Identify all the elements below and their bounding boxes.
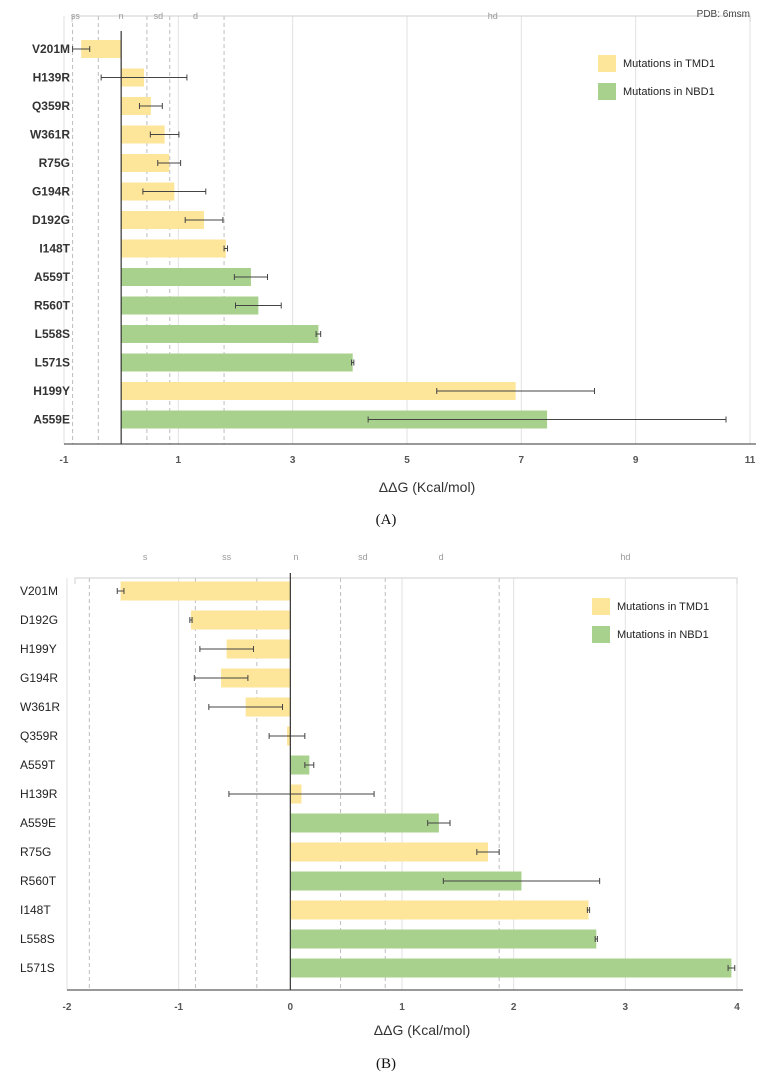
bar-label: A559T	[34, 270, 71, 284]
legend-swatch	[592, 598, 610, 615]
category-label: d	[193, 11, 198, 21]
bar-label: L558S	[20, 932, 55, 946]
bar-label: G194R	[32, 185, 70, 199]
bar-r75g	[290, 842, 488, 862]
bar-label: A559E	[20, 816, 56, 830]
bar-label: W361R	[30, 128, 70, 142]
bar-label: W361R	[20, 700, 60, 714]
bar-l571s	[121, 353, 353, 372]
bar-r75g	[121, 154, 170, 172]
x-tick-label: 3	[290, 455, 296, 466]
category-bracket	[71, 15, 751, 22]
x-tick-label: 2	[511, 1002, 517, 1013]
category-label: ss	[222, 552, 232, 562]
category-label: sd	[154, 11, 164, 21]
bar-a559t	[121, 268, 251, 286]
x-tick-label: -1	[174, 1002, 183, 1013]
x-axis-title: ΔΔG (Kcal/mol)	[374, 1022, 471, 1038]
bar-q359r	[121, 97, 151, 115]
bar-label: H199Y	[20, 642, 57, 656]
bar-r560t	[290, 871, 522, 891]
bar-label: L571S	[20, 961, 55, 975]
bar-label: Q359R	[32, 99, 70, 113]
bar-d192g	[190, 610, 291, 630]
bar-label: L558S	[35, 327, 70, 341]
bar-a559e	[121, 410, 548, 429]
x-axis-title: ΔΔG (Kcal/mol)	[379, 479, 476, 495]
x-tick-label: -2	[63, 1002, 72, 1013]
category-label: hd	[620, 552, 630, 562]
x-tick-label: 4	[734, 1002, 740, 1013]
bar-label: A559T	[20, 758, 56, 772]
legend-swatch	[592, 626, 610, 643]
legend-label: Mutations in TMD1	[623, 58, 715, 70]
category-label: d	[439, 552, 444, 562]
legend-swatch	[598, 55, 616, 72]
bar-l558s	[290, 929, 597, 949]
chart-panel-b: s ss n sd d hdV201MD192GH199YG194RW361RQ359RA…	[20, 552, 743, 1072]
category-bracket	[74, 577, 738, 584]
bar-label: H139R	[33, 71, 71, 85]
category-label: n	[119, 11, 124, 21]
chart-panel-a: ss n sd d hd V201M H139R Q359R W361R R75G G194R D19…	[30, 9, 756, 528]
bar-d192g	[121, 211, 205, 229]
bar-h199y	[226, 639, 291, 659]
bar-g194r	[221, 668, 291, 688]
category-label: s	[143, 552, 148, 562]
bar-label: H139R	[20, 787, 58, 801]
x-tick-label: -1	[60, 455, 69, 466]
bar-label: L571S	[35, 356, 70, 370]
x-tick-label: 11	[745, 455, 756, 466]
bar-l571s	[290, 958, 732, 978]
bar-a559e	[290, 813, 439, 833]
pdb-annotation: PDB: 6msm	[697, 9, 750, 20]
bar-i148t	[121, 239, 226, 258]
bar-label: D192G	[32, 213, 70, 227]
category-label: n	[293, 552, 298, 562]
x-tick-label: 5	[404, 455, 410, 466]
bar-label: R75G	[20, 845, 51, 859]
bar-label: I148T	[20, 903, 51, 917]
legend-swatch	[598, 83, 616, 100]
bar-label: I148T	[39, 242, 70, 256]
legend-label: Mutations in TMD1	[617, 601, 709, 613]
panel-label: (A)	[376, 512, 397, 528]
bar-a559t	[290, 755, 310, 775]
bar-label: R560T	[20, 874, 57, 888]
x-tick-label: 7	[519, 455, 525, 466]
bar-label: R75G	[39, 156, 70, 170]
category-label: hd	[488, 11, 498, 21]
bar-label: R560T	[34, 299, 71, 313]
bar-r560t	[121, 296, 259, 315]
bar-l558s	[121, 325, 319, 343]
bar-label: H199Y	[33, 384, 70, 398]
x-tick-label: 1	[176, 455, 182, 466]
bar-v201m	[81, 40, 122, 58]
x-tick-label: 0	[288, 1002, 294, 1013]
x-tick-label: 1	[399, 1002, 405, 1013]
panel-label: (B)	[376, 1056, 396, 1072]
x-tick-label: 3	[623, 1002, 629, 1013]
bar-label: Q359R	[20, 729, 58, 743]
bar-label: D192G	[20, 613, 58, 627]
legend-label: Mutations in NBD1	[617, 629, 709, 641]
x-tick-label: 9	[633, 455, 639, 466]
legend-label: Mutations in NBD1	[623, 86, 715, 98]
bar-label: V201M	[32, 42, 70, 56]
bar-label: V201M	[20, 584, 58, 598]
bar-h199y	[121, 382, 516, 400]
bar-label: A559E	[33, 413, 70, 427]
category-label: sd	[358, 552, 368, 562]
category-label: ss	[71, 11, 81, 21]
bar-label: G194R	[20, 671, 58, 685]
bar-i148t	[290, 900, 589, 920]
bar-w361r	[121, 125, 165, 144]
bar-v201m	[120, 581, 291, 601]
